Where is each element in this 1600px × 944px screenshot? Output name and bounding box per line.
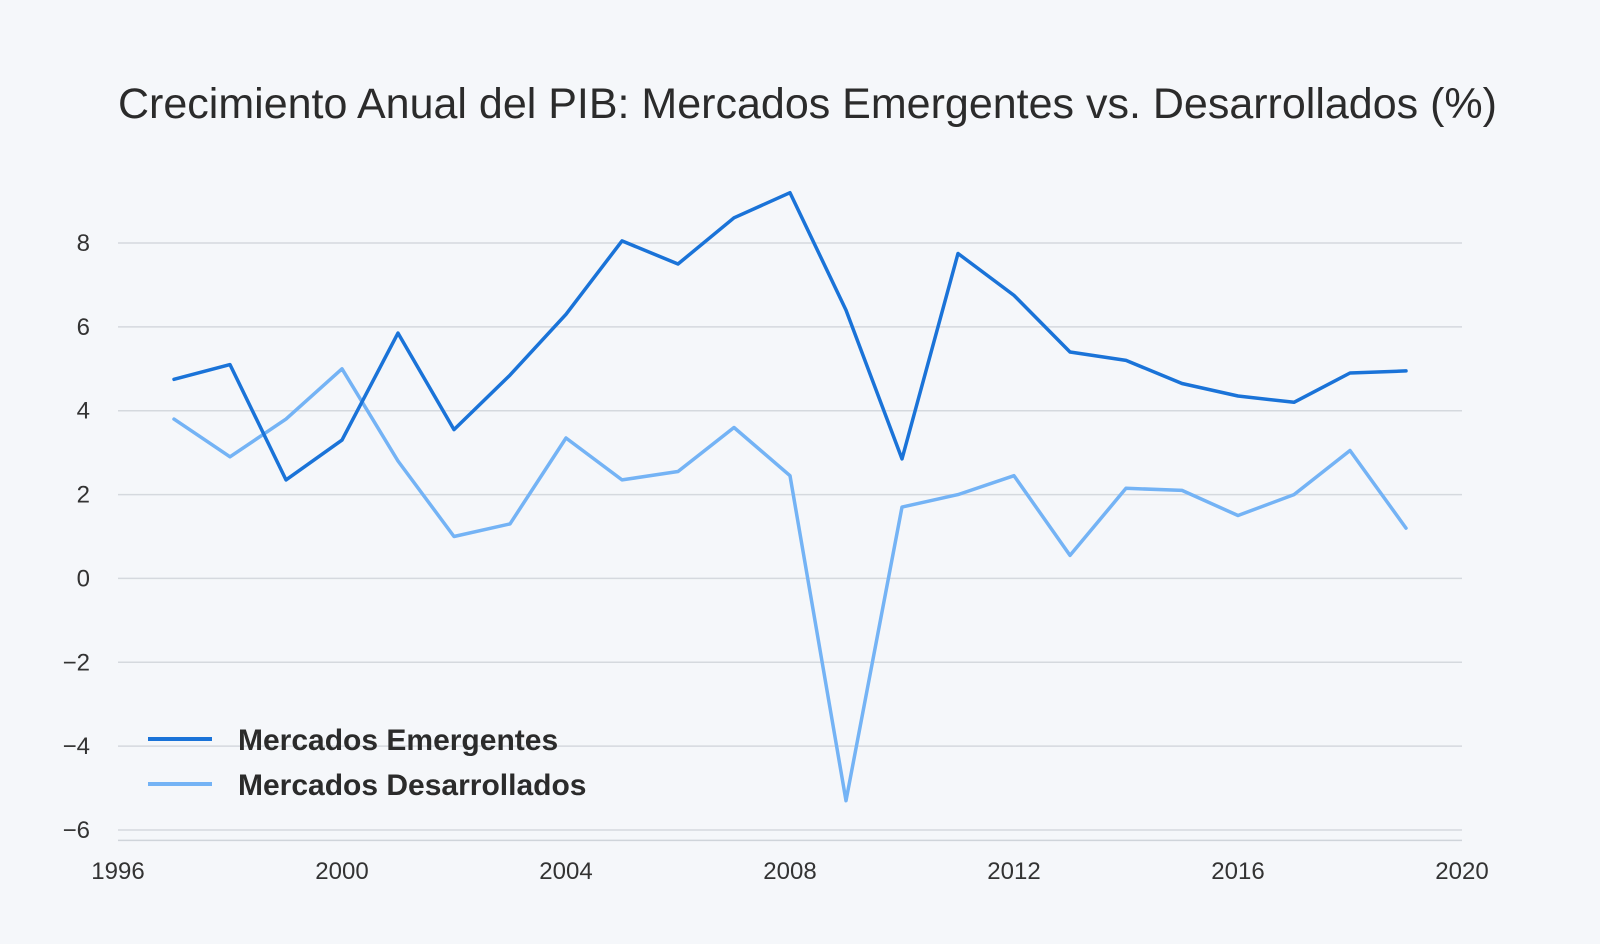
y-tick-label: 2 (77, 482, 90, 509)
legend-label: Mercados Desarrollados (238, 769, 586, 802)
y-tick-label: −2 (63, 649, 90, 676)
series-line-desarrollados (172, 367, 1408, 803)
y-tick-label: 0 (77, 565, 90, 592)
x-tick-label: 2008 (763, 858, 816, 885)
x-tick-label: 2000 (315, 858, 368, 885)
chart-title: Crecimiento Anual del PIB: Mercados Emer… (118, 80, 1497, 128)
x-tick-label: 2020 (1435, 858, 1488, 885)
legend-label: Mercados Emergentes (238, 724, 558, 757)
y-tick-label: −6 (63, 817, 90, 844)
y-tick-label: 4 (77, 398, 90, 425)
x-tick-label: 1996 (91, 858, 144, 885)
y-tick-label: 6 (77, 314, 90, 341)
x-tick-label: 2012 (987, 858, 1040, 885)
series-line-emergentes (172, 190, 1408, 482)
x-tick-label: 2016 (1211, 858, 1264, 885)
x-tick-label: 2004 (539, 858, 592, 885)
y-tick-label: 8 (77, 230, 90, 257)
y-tick-label: −4 (63, 733, 90, 760)
